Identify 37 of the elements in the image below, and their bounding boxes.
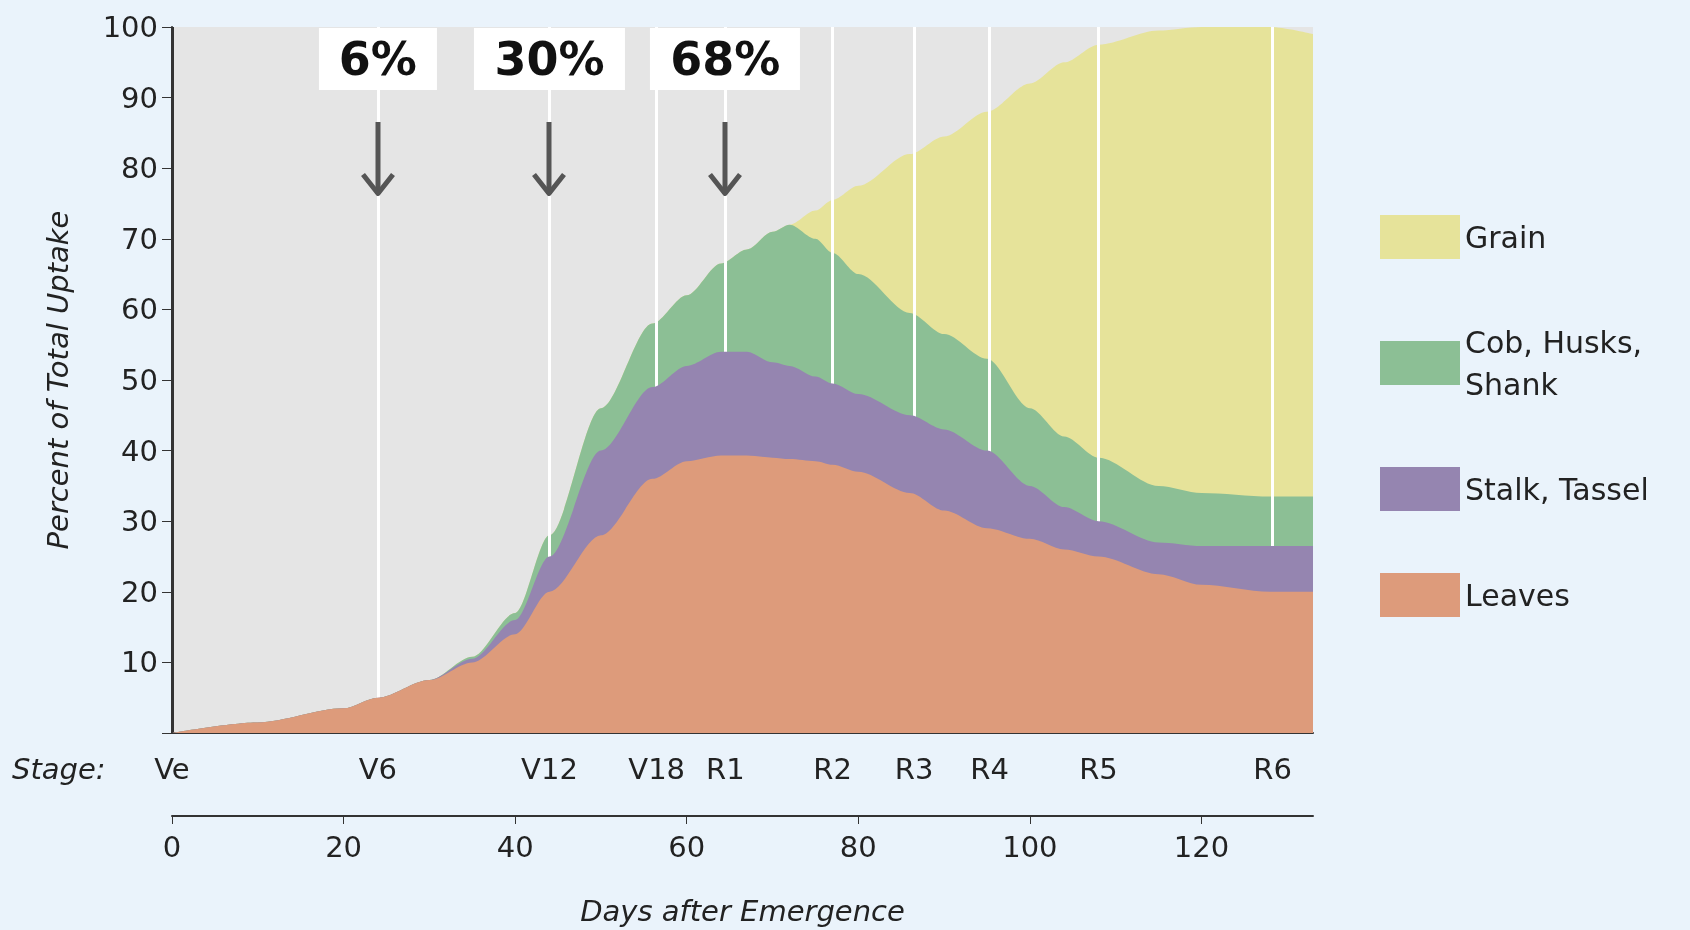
y-tick-label: 90 xyxy=(121,80,158,115)
ref-line-label: R5 xyxy=(1079,752,1118,786)
x-tick-label: 80 xyxy=(839,829,877,864)
y-tick-label: 80 xyxy=(121,151,158,186)
ref-line-label: V6 xyxy=(358,752,398,786)
ref-line-label: R1 xyxy=(706,752,745,786)
ref-line-label: R3 xyxy=(894,752,934,786)
y-tick-label: 20 xyxy=(121,574,158,609)
annotation: 68% xyxy=(650,28,801,90)
ref-line-label: R4 xyxy=(970,752,1009,786)
y-tick-label: 100 xyxy=(102,10,158,44)
ref-line-label: Ve xyxy=(154,752,190,786)
x-tick-label: 40 xyxy=(496,829,534,864)
annotation: 6% xyxy=(318,28,437,90)
legend-label: Leaves xyxy=(1465,577,1570,613)
y-tick-label: 30 xyxy=(121,504,158,539)
y-tick-label: 60 xyxy=(121,292,158,327)
ref-line-label: R6 xyxy=(1253,752,1292,786)
y-tick-label: 50 xyxy=(121,363,158,397)
y-tick-label: 10 xyxy=(121,645,158,680)
x-tick-label: 20 xyxy=(325,829,363,864)
x-tick-label: 60 xyxy=(668,829,706,864)
legend-label: Cob, Husks, Shank xyxy=(1465,324,1652,402)
x-tick-label: 100 xyxy=(1002,829,1058,864)
annotation: 30% xyxy=(474,28,625,90)
ref-line-label: V18 xyxy=(628,752,686,786)
x-axis-title: Days after Emergence xyxy=(580,893,905,928)
y-tick-label: 70 xyxy=(121,221,158,256)
y-axis-title: Percent of Total Uptake xyxy=(40,210,75,550)
y-tick-label: 40 xyxy=(121,433,158,468)
legend-label: Stalk, Tassel xyxy=(1465,471,1649,507)
ref-line-label: R2 xyxy=(813,752,852,786)
text: Stage: xyxy=(12,752,106,786)
ref-line-label: V12 xyxy=(521,752,578,786)
x-tick-label: 120 xyxy=(1173,829,1230,864)
legend-label: Grain xyxy=(1465,219,1547,255)
x-tick-label: 0 xyxy=(162,829,182,864)
